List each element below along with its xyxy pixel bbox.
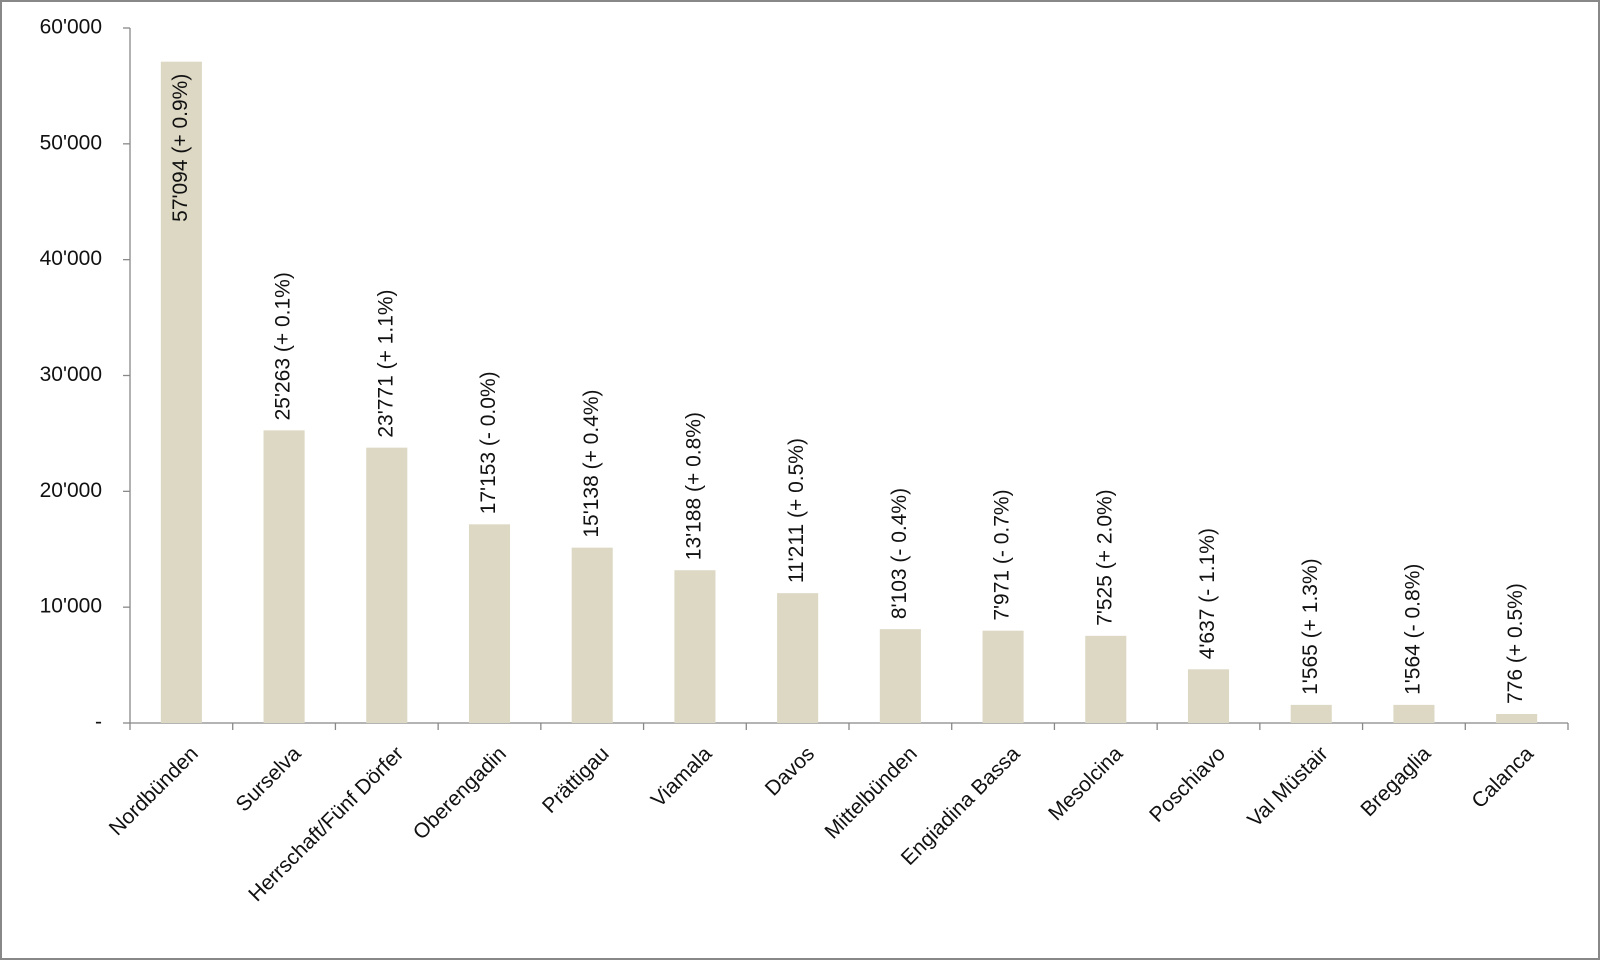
y-tick-label: 10'000 <box>40 595 102 618</box>
y-tick-label: 40'000 <box>40 247 102 270</box>
value-label: 1'565 (+ 1.3%) <box>1299 558 1322 695</box>
bar <box>1187 669 1230 723</box>
value-label: 1'564 (- 0.8%) <box>1401 564 1424 695</box>
bar <box>674 570 716 723</box>
bar <box>263 430 305 723</box>
value-label: 17'153 (- 0.0%) <box>477 371 500 514</box>
bar <box>160 61 202 723</box>
value-label: 8'103 (- 0.4%) <box>888 488 911 619</box>
value-label: 11'211 (+ 0.5%) <box>785 438 808 583</box>
value-label: 13'188 (+ 0.8%) <box>682 412 705 560</box>
value-label: 25'263 (+ 0.1%) <box>272 272 295 420</box>
bar <box>1393 704 1435 723</box>
bar <box>982 630 1024 723</box>
value-label: 7'525 (+ 2.0%) <box>1093 489 1116 626</box>
bar <box>1290 704 1332 723</box>
bar <box>879 629 921 723</box>
bar <box>1496 714 1538 723</box>
bar <box>777 593 819 723</box>
value-label: 57'094 (+ 0.9%) <box>169 74 192 222</box>
bar <box>571 547 613 723</box>
y-tick-label: - <box>95 711 102 734</box>
y-tick-label: 30'000 <box>40 363 102 386</box>
y-tick-label: 60'000 <box>40 16 102 39</box>
bar <box>366 447 408 723</box>
value-label: 776 (+ 0.5%) <box>1504 583 1527 704</box>
value-label: 4'637 (- 1.1%) <box>1196 528 1219 659</box>
value-label: 7'971 (- 0.7%) <box>991 489 1014 620</box>
y-tick-label: 20'000 <box>40 479 102 502</box>
bar <box>468 524 511 723</box>
value-label: 15'138 (+ 0.4%) <box>580 389 603 537</box>
y-tick-label: 50'000 <box>40 131 102 154</box>
bar <box>1085 635 1127 723</box>
value-label: 23'771 (+ 1.1%) <box>374 289 397 437</box>
